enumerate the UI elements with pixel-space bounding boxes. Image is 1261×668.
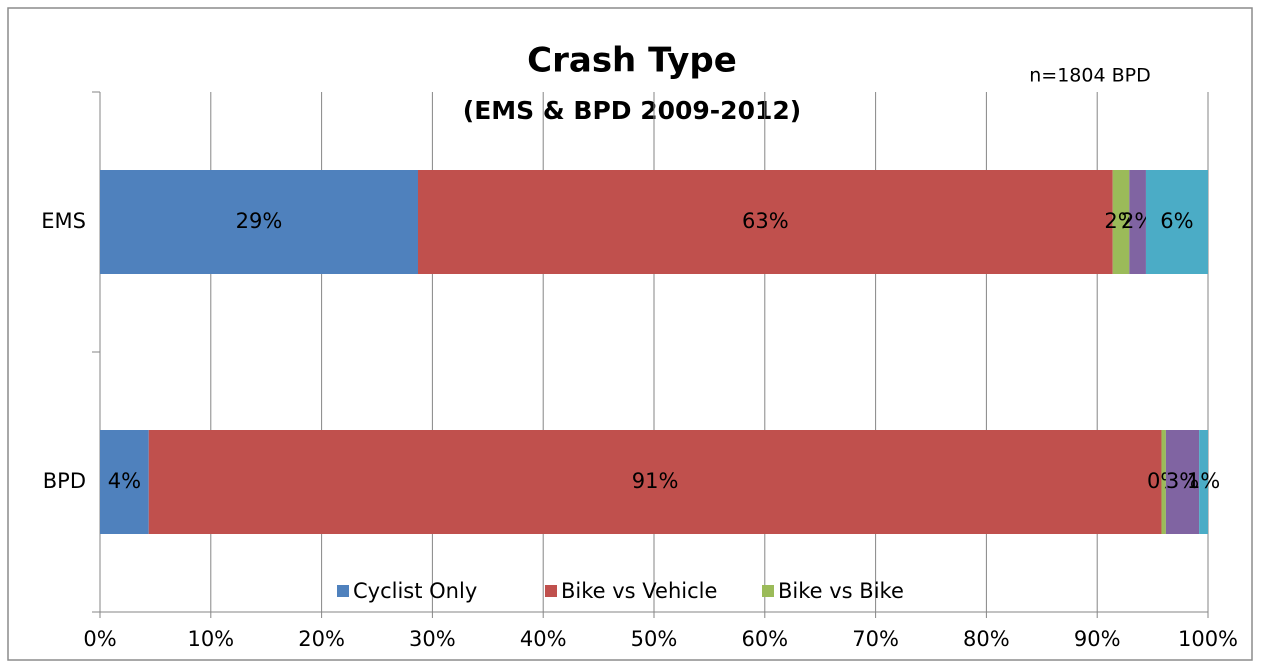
data-label: 29%	[236, 209, 283, 233]
x-tick-label: 70%	[852, 627, 899, 651]
legend-swatch	[337, 585, 349, 597]
y-tick-label: BPD	[43, 469, 86, 493]
x-tick-label: 0%	[83, 627, 116, 651]
bar-segment	[148, 430, 1162, 534]
data-label: 4%	[108, 469, 141, 493]
x-tick-label: 20%	[298, 627, 345, 651]
data-label: 91%	[632, 469, 679, 493]
legend-label: Bike vs Bike	[778, 579, 904, 603]
chart-frame	[7, 7, 1253, 661]
x-tick-label: 90%	[1074, 627, 1121, 651]
legend-swatch	[545, 585, 557, 597]
annotation: n=1804 BPD	[1029, 65, 1150, 87]
legend-label: Cyclist Only	[353, 579, 477, 603]
bar-segment	[1129, 170, 1146, 274]
x-tick-label: 50%	[631, 627, 678, 651]
data-label: 1%	[1187, 469, 1220, 493]
legend-swatch	[762, 585, 774, 597]
chart-title: Crash Type	[527, 41, 737, 81]
x-tick-label: 10%	[187, 627, 234, 651]
data-label: 3%	[1166, 469, 1199, 493]
x-tick-label: 40%	[520, 627, 567, 651]
bar-segment	[1165, 430, 1200, 534]
bar-segment	[1112, 170, 1130, 274]
bar-segment	[100, 170, 418, 274]
bar-segment	[100, 430, 149, 534]
data-label: 63%	[742, 209, 789, 233]
y-tick-label: EMS	[41, 209, 86, 233]
bar-segment	[1145, 170, 1208, 274]
x-tick-label: 60%	[741, 627, 788, 651]
x-tick-label: 100%	[1178, 627, 1238, 651]
chart-subtitle: (EMS & BPD 2009-2012)	[463, 96, 801, 125]
legend-label: Bike vs Vehicle	[561, 579, 717, 603]
x-tick-label: 80%	[963, 627, 1010, 651]
data-label: 6%	[1160, 209, 1193, 233]
bar-segment	[1199, 430, 1208, 534]
bar-segment	[417, 170, 1113, 274]
bar-segment	[1161, 430, 1166, 534]
x-tick-label: 30%	[409, 627, 456, 651]
